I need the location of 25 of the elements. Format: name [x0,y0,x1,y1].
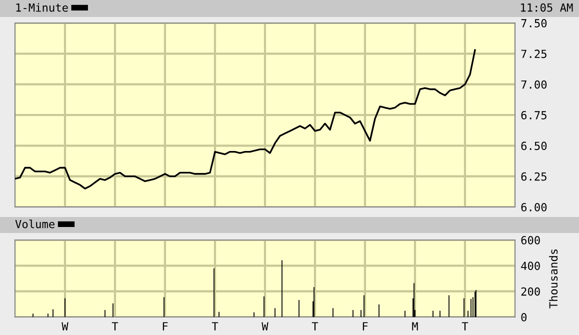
x-tick-label: F [362,322,368,330]
legend-label: 1-Minute [16,3,68,12]
y-tick-label: 7.25 [521,50,546,58]
y-tick-label: 0 [521,313,527,322]
x-tick-label: T [462,322,468,330]
x-tick-label: W [262,322,268,330]
x-tick-label: W [62,322,68,330]
y-tick-label: 400 [521,262,540,270]
y-axis-title: Thousands [549,249,558,308]
y-tick-label: 7.50 [521,19,547,28]
y-tick-label: 6.75 [521,111,546,120]
x-tick-label: T [212,322,218,330]
legend-label: Volume [15,220,54,228]
y-tick-label: 7.00 [521,80,547,89]
y-tick-label: 600 [521,236,540,244]
y-tick-label: 6.50 [521,142,547,150]
y-tick-label: 200 [521,287,540,296]
x-tick-label: F [162,322,168,330]
y-tick-label: 6.00 [521,203,547,212]
text: 11:05 AM [521,3,573,12]
line-series [15,49,476,190]
y-tick-label: 6.25 [521,172,546,181]
x-tick-label: T [312,322,318,330]
x-tick-label: T [112,322,118,330]
x-tick-label: M [412,322,418,330]
